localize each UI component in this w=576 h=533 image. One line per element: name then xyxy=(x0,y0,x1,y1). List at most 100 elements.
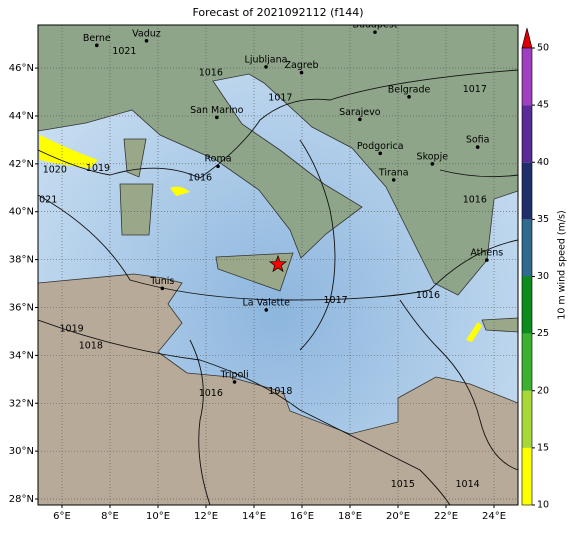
city-dot xyxy=(358,117,362,122)
lat-tick-label: 32°N xyxy=(9,398,34,409)
city-label: Vaduz xyxy=(132,28,161,39)
colorbar-tick-label: 30 xyxy=(537,271,549,282)
lon-tick-label: 22°E xyxy=(434,511,458,522)
city-label: Skopje xyxy=(417,151,449,162)
wind-patch xyxy=(466,322,482,342)
isobar-label: 1016 xyxy=(188,173,212,184)
city-label: Zagreb xyxy=(285,60,319,71)
lat-tick-label: 46°N xyxy=(9,63,34,74)
city-dot xyxy=(215,115,219,120)
title: Forecast of 2021092112 (f144) xyxy=(192,6,363,19)
city-label: Athens xyxy=(470,248,503,259)
lon-tick-label: 6°E xyxy=(53,511,71,522)
colorbar-tick-label: 45 xyxy=(537,100,549,111)
lon-tick-label: 8°E xyxy=(101,511,119,522)
city-dot xyxy=(430,162,435,166)
isobar-label: 1021 xyxy=(33,194,57,205)
isobar-label: 1018 xyxy=(79,340,103,351)
map-overlay: 1021 1019 1016 1017 1016 1018 1016 1015 1014 1016… xyxy=(33,20,518,505)
isobar-label: 1018 xyxy=(268,386,292,397)
isobar-label: 1017 xyxy=(324,295,348,306)
city-dot xyxy=(391,178,396,182)
land-europe xyxy=(38,25,518,296)
city-dot xyxy=(264,65,268,69)
isobar-label: 1016 xyxy=(416,290,440,301)
event-star xyxy=(268,254,288,273)
colorbar-tick-label: 15 xyxy=(537,442,549,453)
colorbar-label: 10 m wind speed (m/s) xyxy=(557,210,568,319)
lat-tick-label: 36°N xyxy=(9,302,34,313)
lon-tick-label: 18°E xyxy=(338,511,362,522)
colorbar-tick-label: 10 xyxy=(537,500,549,511)
lat-tick-label: 28°N xyxy=(9,494,34,505)
isobar-label: 1015 xyxy=(391,479,415,490)
lat-tick-label: 34°N xyxy=(9,350,34,361)
lon-tick-label: 16°E xyxy=(290,511,314,522)
city-dot xyxy=(232,380,237,384)
city-label: Podgorica xyxy=(357,141,404,152)
colorbar-band xyxy=(522,219,532,277)
colorbar-tick-label: 40 xyxy=(537,157,549,168)
city-label: Tunis xyxy=(149,276,174,287)
city-dot xyxy=(485,258,489,262)
crete xyxy=(481,317,518,333)
sardinia xyxy=(119,183,154,236)
colorbar-band xyxy=(522,390,532,448)
city-dot xyxy=(378,151,383,156)
colorbar-tick-label: 50 xyxy=(537,43,549,54)
city-label: Berne xyxy=(83,33,111,44)
isobar-label: 1020 xyxy=(43,164,67,175)
lon-tick-label: 24°E xyxy=(482,511,506,522)
city-label: Budapest xyxy=(352,20,397,31)
lat-tick-label: 42°N xyxy=(9,159,34,170)
city-label: La Valette xyxy=(242,297,290,308)
lat-tick-label: 30°N xyxy=(9,446,34,457)
city-dot xyxy=(475,145,480,149)
isobar-label: 1014 xyxy=(456,479,480,490)
lon-tick-label: 10°E xyxy=(146,511,170,522)
city-label: Roma xyxy=(204,154,231,165)
city-dot xyxy=(373,30,377,34)
lon-tick-label: 14°E xyxy=(242,511,266,522)
city-label: San Marino xyxy=(190,105,243,116)
lon-tick-label: 12°E xyxy=(194,511,218,522)
city-label: Ljubljana xyxy=(245,54,288,65)
colorbar-band xyxy=(522,447,532,505)
map-area xyxy=(38,25,518,505)
corsica xyxy=(123,138,147,178)
city-dot xyxy=(299,70,304,75)
colorbar-band xyxy=(522,48,532,106)
city-dot xyxy=(160,286,165,291)
colorbar-tick-label: 35 xyxy=(537,214,549,225)
city-dot xyxy=(216,164,220,169)
city-label: Tirana xyxy=(378,167,409,178)
colorbar-band xyxy=(522,333,532,391)
isobar-label: 1017 xyxy=(268,93,292,104)
isobar-label: 1016 xyxy=(199,388,223,399)
lat-tick-label: 38°N xyxy=(9,255,34,266)
colorbar-band xyxy=(522,276,532,334)
lon-tick-label: 20°E xyxy=(386,511,410,522)
colorbar-extend xyxy=(521,27,533,49)
isobars xyxy=(38,69,518,505)
lat-tick-label: 44°N xyxy=(9,111,34,122)
colorbar-band xyxy=(522,105,532,163)
wind-patch xyxy=(170,186,190,196)
isobar-label: 1017 xyxy=(463,84,487,95)
colorbar-tick-label: 25 xyxy=(537,328,549,339)
isobar-label: 1016 xyxy=(199,67,223,78)
isobar-label: 1016 xyxy=(463,194,487,205)
colorbar-band xyxy=(522,162,532,220)
city-dot xyxy=(95,43,99,48)
wind-patch xyxy=(40,135,98,168)
colorbar-tick-label: 20 xyxy=(537,385,549,396)
city-label: Belgrade xyxy=(388,84,431,95)
isobar-label: 1021 xyxy=(112,46,136,57)
city-label: Tripoli xyxy=(220,369,249,380)
isobar-label: 1019 xyxy=(86,163,110,174)
city-dot xyxy=(264,308,269,312)
city-label: Sarajevo xyxy=(339,107,381,118)
city-dot xyxy=(407,95,411,99)
lat-tick-label: 40°N xyxy=(9,207,34,218)
